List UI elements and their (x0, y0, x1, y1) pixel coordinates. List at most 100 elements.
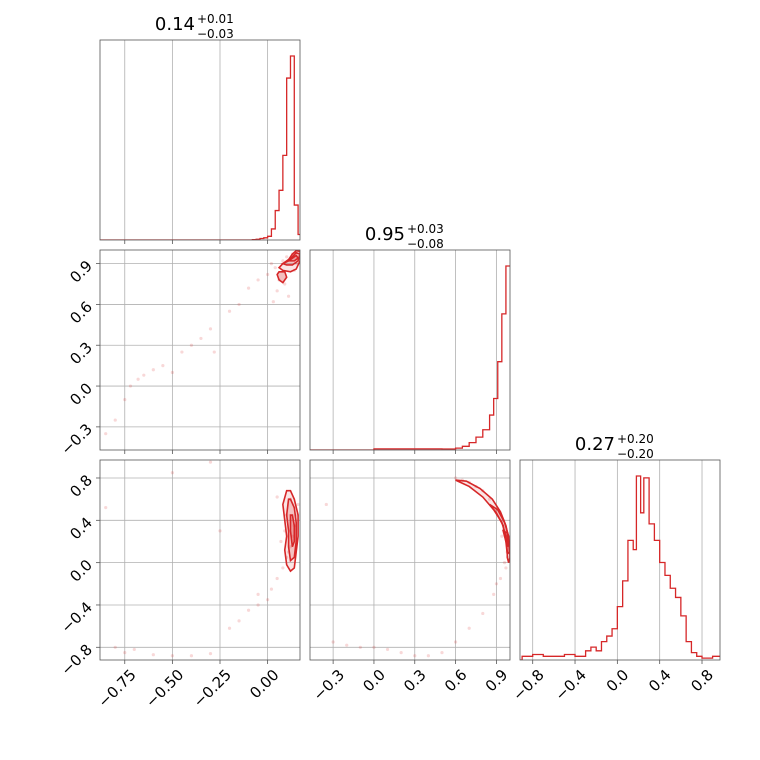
y-tick-label: −0.4 (58, 598, 96, 636)
axes-frame (99, 39, 301, 241)
x-tick-label: −0.75 (95, 666, 140, 711)
panel-1-0: −0.3 0.0 0.3 0.6 0.9 (58, 249, 301, 459)
y-tick-label: 0.9 (66, 257, 96, 287)
scatter-point (271, 300, 275, 304)
x-tick-label: −0.4 (552, 666, 590, 704)
scatter-point (227, 309, 232, 313)
scatter-point (324, 502, 328, 507)
scatter-point (440, 650, 444, 655)
title-plus: +0.01 (197, 12, 234, 26)
scatter-point (492, 592, 496, 596)
panel-title: 0.95 +0.03−0.08 (365, 222, 444, 251)
scatter-point (256, 592, 260, 596)
scatter-point (189, 654, 194, 658)
x-tick-label: 0.0 (359, 666, 389, 696)
title-plus: +0.03 (407, 222, 444, 236)
scatter-point (132, 647, 136, 652)
title-minus: −0.20 (617, 447, 654, 461)
contour-level (501, 529, 509, 548)
panel-content (104, 460, 300, 658)
x-tick-label: 0.00 (246, 666, 282, 702)
scatter-point (151, 653, 155, 657)
x-tick-label: 0.6 (441, 666, 471, 696)
scatter-point (296, 502, 300, 507)
scatter-point (208, 460, 213, 464)
histogram-line (520, 475, 720, 660)
y-tick-label: −0.8 (58, 641, 96, 679)
scatter-point (218, 529, 222, 533)
x-tick-label: −0.50 (142, 666, 187, 711)
panel-2-1: −0.3 0.0 0.3 0.6 0.9 (309, 459, 512, 704)
scatter-point (256, 603, 260, 607)
scatter-point (498, 576, 503, 581)
axes-frame (309, 459, 511, 661)
scatter-point (212, 350, 216, 354)
y-tick-label: 0.8 (66, 471, 96, 501)
scatter-point (372, 645, 376, 649)
scatter-point (142, 373, 146, 377)
x-tick-label: 0.8 (687, 666, 717, 696)
title-median: 0.95 (365, 224, 405, 245)
scatter-point (275, 289, 279, 293)
x-tick-label: −0.8 (509, 666, 547, 704)
scatter-point (104, 432, 108, 436)
contour-level (286, 254, 300, 262)
y-tick-label: 0.6 (66, 298, 96, 328)
panel-1-1: 0.95 +0.03−0.08 (309, 222, 511, 454)
scatter-point (113, 645, 117, 649)
axes-frame (99, 249, 301, 451)
scatter-point (504, 566, 508, 570)
contour-level (289, 514, 296, 548)
panel-content (324, 476, 510, 658)
scatter-point (266, 598, 270, 602)
title-minus: −0.03 (197, 27, 234, 41)
scatter-point (113, 418, 117, 422)
panel-title: 0.14 +0.01−0.03 (155, 12, 234, 41)
scatter-point (170, 370, 174, 375)
scatter-point (208, 327, 213, 331)
scatter-point (170, 471, 174, 475)
scatter-point (467, 626, 471, 630)
contour-level (276, 270, 288, 284)
scatter-point (136, 377, 140, 381)
scatter-point (275, 495, 279, 499)
scatter-point (199, 336, 203, 341)
scatter-point (413, 654, 417, 658)
scatter-point (246, 608, 251, 612)
title-median: 0.27 (575, 434, 615, 455)
scatter-point (256, 278, 260, 282)
scatter-point (281, 259, 285, 263)
scatter-point (161, 364, 165, 368)
scatter-point (502, 561, 507, 565)
y-tick-label: 0.0 (66, 556, 96, 586)
scatter-point (358, 645, 362, 649)
scatter-point (494, 582, 498, 586)
scatter-point (283, 282, 287, 286)
x-tick-label: 0.9 (482, 666, 512, 696)
scatter-point (237, 302, 241, 307)
scatter-point (279, 539, 283, 544)
x-tick-label: 0.0 (603, 666, 633, 696)
y-tick-label: 0.4 (66, 514, 96, 544)
scatter-point (189, 343, 194, 347)
scatter-point (104, 506, 108, 510)
scatter-point (399, 650, 403, 655)
contour-level (285, 498, 297, 563)
scatter-point (128, 384, 133, 388)
x-tick-label: 0.4 (645, 666, 675, 696)
axes-frame (99, 459, 301, 661)
scatter-point (123, 650, 127, 655)
scatter-point (237, 619, 241, 623)
contour-level (488, 503, 510, 556)
panel-2-0: −0.75 −0.50 −0.25 0.00 −0.8 −0.4 0.0 0.4 0.8 (58, 459, 301, 711)
scatter-point (151, 368, 155, 372)
scatter-point (180, 350, 184, 354)
scatter-point (246, 286, 251, 290)
x-tick-label: 0.3 (400, 666, 430, 696)
axes-frame (309, 249, 511, 451)
scatter-point (481, 611, 485, 616)
panel-title: 0.27 +0.20−0.20 (575, 432, 654, 461)
scatter-point (453, 640, 458, 644)
scatter-point (266, 272, 270, 277)
